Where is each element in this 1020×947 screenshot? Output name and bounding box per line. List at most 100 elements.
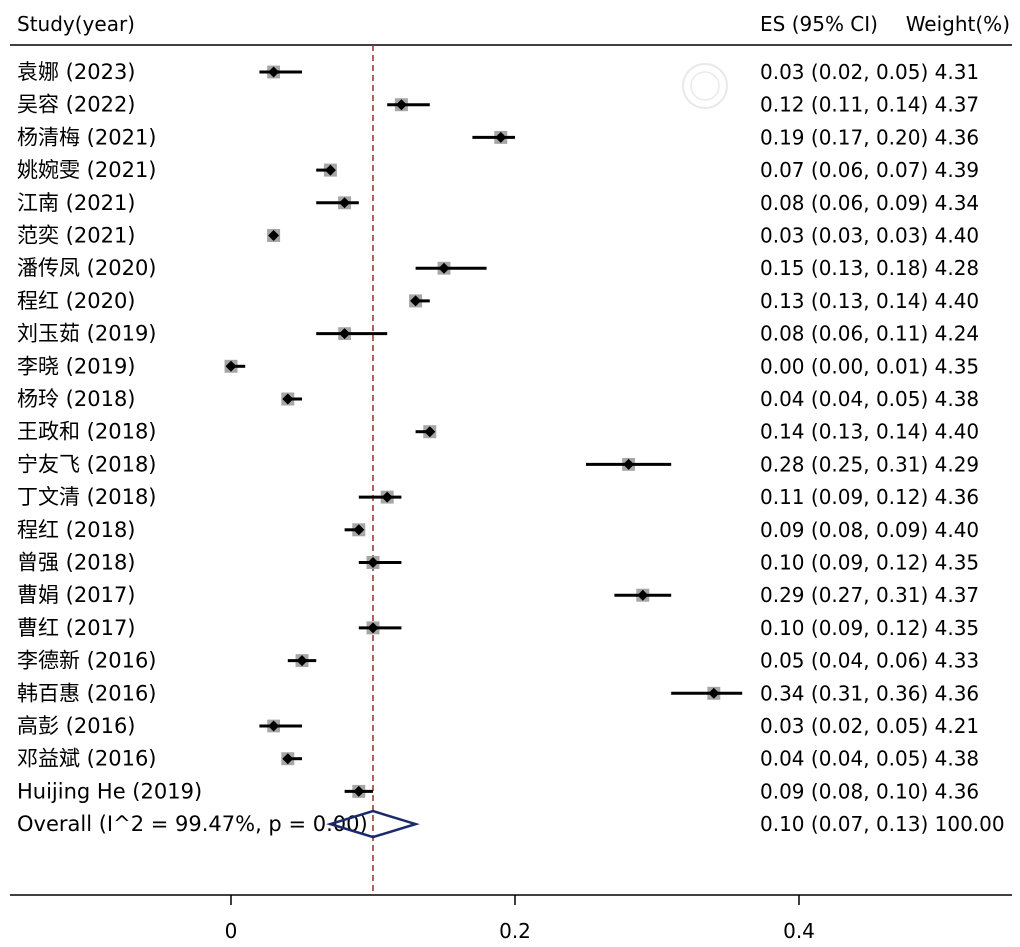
effect-size-text: 0.19 (0.17, 0.20) 4.36 — [760, 125, 979, 149]
point-estimate-marker — [353, 785, 365, 797]
x-axis-ticks: 0 0.2 0.4 — [225, 895, 815, 943]
study-row: 李晓 (2019) 0.00 (0.00, 0.01) 4.35 — [17, 354, 979, 378]
study-label: 曾强 (2018) — [17, 551, 136, 575]
study-row: 邓益斌 (2016) 0.04 (0.04, 0.05) 4.38 — [17, 747, 979, 771]
effect-size-text: 0.09 (0.08, 0.10) 4.36 — [760, 779, 979, 803]
overall-diamond — [326, 809, 420, 839]
study-label: 邓益斌 (2016) — [17, 747, 157, 771]
point-estimate-marker — [395, 99, 407, 111]
study-label: 刘玉茹 (2019) — [17, 322, 157, 346]
point-estimate-marker — [282, 753, 294, 765]
study-label: 曹红 (2017) — [17, 616, 136, 640]
study-label: 吴容 (2022) — [17, 93, 136, 117]
header: Study(year) ES (95% CI) Weight(%) — [17, 12, 1010, 36]
study-rows: 袁娜 (2023) 0.03 (0.02, 0.05) 4.31 吴容 (2022)… — [17, 60, 979, 803]
effect-size-text: 0.03 (0.02, 0.05) 4.21 — [760, 714, 979, 738]
effect-size-text: 0.04 (0.04, 0.05) 4.38 — [760, 387, 979, 411]
effect-size-text: 0.11 (0.09, 0.12) 4.36 — [760, 485, 979, 509]
effect-size-text: 0.14 (0.13, 0.14) 4.40 — [760, 420, 979, 444]
point-estimate-marker — [637, 589, 649, 601]
point-estimate-marker — [324, 164, 336, 176]
study-label: Huijing He (2019) — [17, 779, 202, 803]
effect-size-text: 0.13 (0.13, 0.14) 4.40 — [760, 289, 979, 313]
study-label: 范奕 (2021) — [17, 224, 136, 248]
effect-size-text: 0.09 (0.08, 0.09) 4.40 — [760, 518, 979, 542]
effect-size-text: 0.04 (0.04, 0.05) 4.38 — [760, 747, 979, 771]
overall-label: Overall (I^2 = 99.47%, p = 0.00) — [17, 812, 368, 836]
study-row: 江南 (2021) 0.08 (0.06, 0.09) 4.34 — [17, 191, 979, 215]
study-row: 程红 (2020) 0.13 (0.13, 0.14) 4.40 — [17, 289, 979, 313]
overall-row: Overall (I^2 = 99.47%, p = 0.00) 0.10 (0.… — [17, 809, 1005, 839]
study-label: 杨玲 (2018) — [17, 387, 136, 411]
study-label: 李德新 (2016) — [17, 649, 157, 673]
study-column-header: Study(year) — [17, 12, 135, 36]
effect-size-text: 0.28 (0.25, 0.31) 4.29 — [760, 452, 979, 476]
effect-size-text: 0.08 (0.06, 0.09) 4.34 — [760, 191, 979, 215]
study-row: 高彭 (2016) 0.03 (0.02, 0.05) 4.21 — [17, 714, 979, 738]
study-label: 丁文清 (2018) — [17, 485, 157, 509]
study-label: 王政和 (2018) — [17, 420, 157, 444]
study-row: 宁友飞 (2018) 0.28 (0.25, 0.31) 4.29 — [17, 452, 979, 476]
study-row: 姚婉雯 (2021) 0.07 (0.06, 0.07) 4.39 — [17, 158, 979, 182]
effect-size-text: 0.00 (0.00, 0.01) 4.35 — [760, 354, 979, 378]
point-estimate-marker — [381, 491, 393, 503]
effect-size-text: 0.10 (0.09, 0.12) 4.35 — [760, 616, 979, 640]
point-estimate-marker — [225, 360, 237, 372]
point-estimate-marker — [268, 66, 280, 78]
study-row: 刘玉茹 (2019) 0.08 (0.06, 0.11) 4.24 — [17, 322, 979, 346]
study-label: 江南 (2021) — [17, 191, 136, 215]
point-estimate-marker — [339, 328, 351, 340]
study-label: 宁友飞 (2018) — [17, 452, 157, 476]
study-row: 范奕 (2021) 0.03 (0.03, 0.03) 4.40 — [17, 224, 979, 248]
effect-size-text: 0.10 (0.09, 0.12) 4.35 — [760, 551, 979, 575]
study-row: 韩百惠 (2016) 0.34 (0.31, 0.36) 4.36 — [17, 681, 979, 705]
effect-size-text: 0.03 (0.02, 0.05) 4.31 — [760, 60, 979, 84]
es-column-header: ES (95% CI) — [760, 12, 878, 36]
effect-size-text: 0.08 (0.06, 0.11) 4.24 — [760, 322, 979, 346]
study-row: 吴容 (2022) 0.12 (0.11, 0.14) 4.37 — [17, 93, 979, 117]
effect-size-text: 0.05 (0.04, 0.06) 4.33 — [760, 649, 979, 673]
point-estimate-marker — [282, 393, 294, 405]
study-row: 李德新 (2016) 0.05 (0.04, 0.06) 4.33 — [17, 649, 979, 673]
point-estimate-marker — [367, 622, 379, 634]
point-estimate-marker — [268, 720, 280, 732]
study-label: 曹娟 (2017) — [17, 583, 136, 607]
study-label: 潘传凤 (2020) — [17, 256, 157, 280]
study-label: 程红 (2018) — [17, 518, 136, 542]
effect-size-text: 0.15 (0.13, 0.18) 4.28 — [760, 256, 979, 280]
study-row: Huijing He (2019) 0.09 (0.08, 0.10) 4.36 — [17, 779, 979, 803]
study-row: 杨清梅 (2021) 0.19 (0.17, 0.20) 4.36 — [17, 125, 979, 149]
effect-size-text: 0.29 (0.27, 0.31) 4.37 — [760, 583, 979, 607]
point-estimate-marker — [339, 197, 351, 209]
study-row: 程红 (2018) 0.09 (0.08, 0.09) 4.40 — [17, 518, 979, 542]
effect-size-text: 0.03 (0.03, 0.03) 4.40 — [760, 224, 979, 248]
x-tick-label: 0.2 — [499, 919, 531, 943]
effect-size-text: 0.34 (0.31, 0.36) 4.36 — [760, 681, 979, 705]
point-estimate-marker — [424, 426, 436, 438]
study-label: 韩百惠 (2016) — [17, 681, 157, 705]
x-tick-label: 0.4 — [783, 919, 815, 943]
study-row: 袁娜 (2023) 0.03 (0.02, 0.05) 4.31 — [17, 60, 979, 84]
study-label: 高彭 (2016) — [17, 714, 136, 738]
study-row: 潘传凤 (2020) 0.15 (0.13, 0.18) 4.28 — [17, 256, 979, 280]
study-row: 丁文清 (2018) 0.11 (0.09, 0.12) 4.36 — [17, 485, 979, 509]
study-label: 袁娜 (2023) — [17, 60, 136, 84]
point-estimate-marker — [268, 230, 280, 241]
point-estimate-marker — [495, 131, 507, 143]
study-row: 王政和 (2018) 0.14 (0.13, 0.14) 4.40 — [17, 420, 979, 444]
study-row: 曹娟 (2017) 0.29 (0.27, 0.31) 4.37 — [17, 583, 979, 607]
effect-size-text: 0.07 (0.06, 0.07) 4.39 — [760, 158, 979, 182]
study-row: 曾强 (2018) 0.10 (0.09, 0.12) 4.35 — [17, 551, 979, 575]
weight-column-header: Weight(%) — [906, 12, 1010, 36]
point-estimate-marker — [623, 458, 635, 470]
point-estimate-marker — [410, 295, 422, 307]
watermark-seal — [682, 63, 728, 109]
effect-size-text: 0.12 (0.11, 0.14) 4.37 — [760, 93, 979, 117]
point-estimate-marker — [296, 655, 308, 667]
point-estimate-marker — [438, 262, 450, 274]
study-row: 曹红 (2017) 0.10 (0.09, 0.12) 4.35 — [17, 616, 979, 640]
study-label: 李晓 (2019) — [17, 354, 136, 378]
point-estimate-marker — [708, 687, 720, 699]
study-label: 姚婉雯 (2021) — [17, 158, 157, 182]
